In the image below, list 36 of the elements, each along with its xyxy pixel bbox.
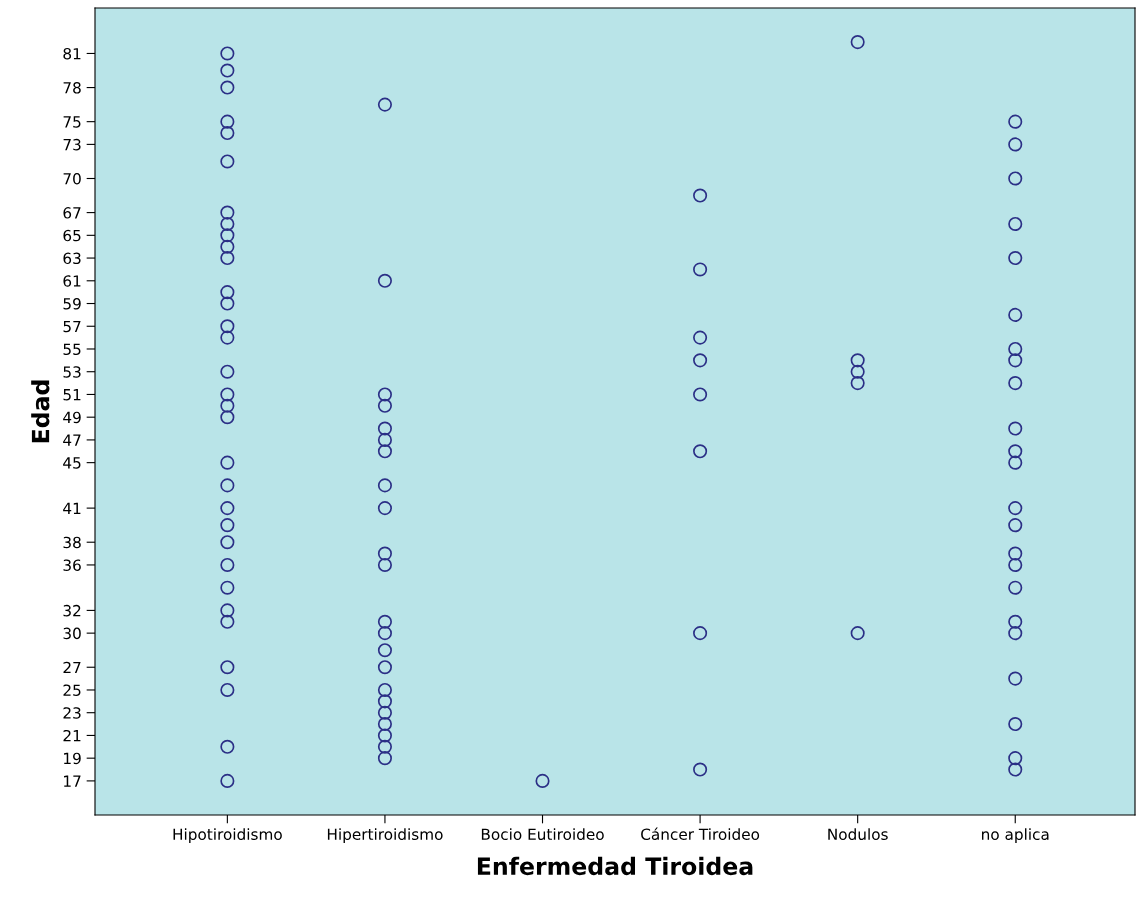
y-tick-label: 55 <box>63 343 81 356</box>
y-tick-label: 61 <box>63 275 81 287</box>
y-tick-label: 36 <box>63 559 81 571</box>
y-tick-label: 19 <box>64 752 81 765</box>
y-tick-label: 59 <box>63 297 81 310</box>
y-tick-label: 81 <box>63 47 81 60</box>
x-tick-label: Nodulos <box>828 828 888 841</box>
x-tick-label: Hipertiroidismo <box>327 828 443 843</box>
x-axis-title: Enfermedad Tiroidea <box>477 856 753 876</box>
x-tick-label: Hipotiroidismo <box>173 828 282 843</box>
y-tick-label: 47 <box>63 434 81 446</box>
y-tick-label: 41 <box>63 502 81 514</box>
y-tick-label: 53 <box>63 366 81 378</box>
x-tick-label: Cáncer Tiroideo <box>641 827 760 841</box>
x-tick-label: Bocio Eutiroideo <box>481 828 604 841</box>
y-tick-label: 32 <box>63 604 81 617</box>
y-tick-label: 75 <box>63 116 81 128</box>
y-tick-label: 57 <box>63 320 81 333</box>
y-tick-label: 65 <box>63 229 81 242</box>
y-tick-label: 17 <box>64 775 81 787</box>
y-tick-label: 25 <box>63 684 81 696</box>
y-tick-label: 30 <box>63 627 81 640</box>
y-tick-label: 49 <box>63 411 81 424</box>
y-tick-label: 27 <box>63 661 81 674</box>
y-tick-label: 70 <box>63 172 81 185</box>
y-tick-label: 63 <box>63 252 81 265</box>
x-tick-label: no aplica <box>982 828 1049 843</box>
y-tick-label: 38 <box>63 536 81 549</box>
y-tick-label: 45 <box>63 457 81 469</box>
y-tick-label: 23 <box>63 707 81 719</box>
y-tick-label: 73 <box>63 138 81 151</box>
y-tick-label: 51 <box>63 389 81 401</box>
y-tick-label: 67 <box>63 207 81 219</box>
y-tick-label: 78 <box>63 82 81 94</box>
y-tick-label: 21 <box>63 729 81 742</box>
y-axis-title: Edad <box>31 380 50 443</box>
